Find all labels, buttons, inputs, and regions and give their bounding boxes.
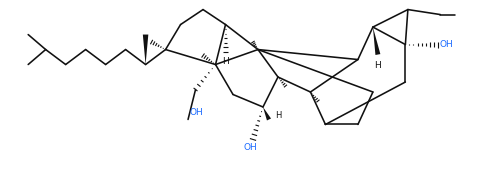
Text: OH: OH [243,144,258,152]
Polygon shape [143,35,148,65]
Text: H: H [222,57,229,66]
Polygon shape [263,107,271,120]
Text: H: H [375,61,381,70]
Text: H: H [276,112,282,120]
Polygon shape [373,27,380,55]
Text: OH: OH [189,108,203,117]
Text: OH: OH [440,40,453,49]
